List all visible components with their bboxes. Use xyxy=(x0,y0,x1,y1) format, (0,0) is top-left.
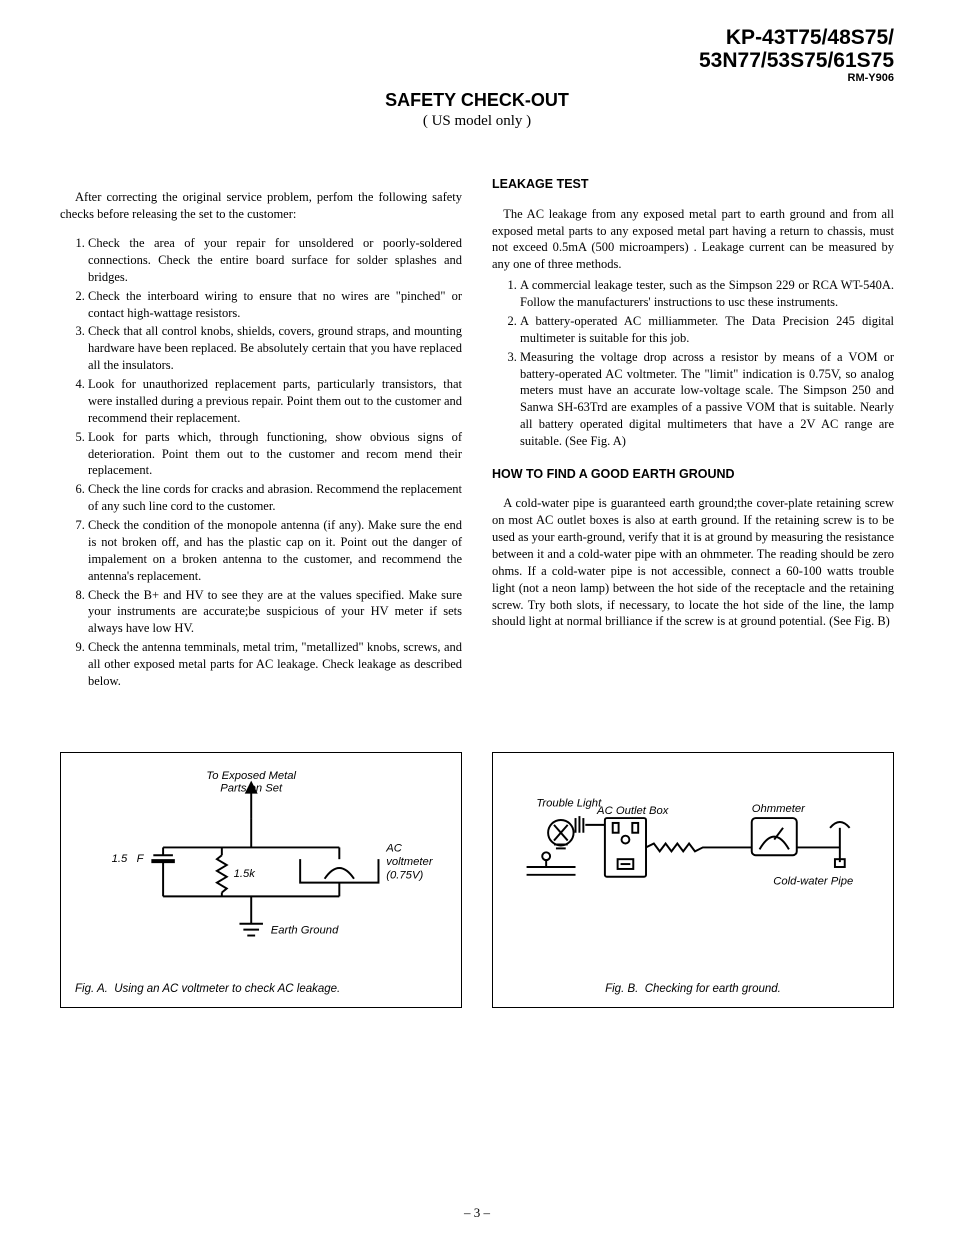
figa-top-label-2: Parts on Set xyxy=(220,782,283,794)
intro-paragraph: After correcting the original service pr… xyxy=(60,189,462,223)
figb-pipe-label: Cold-water Pipe xyxy=(773,875,853,887)
page-title: SAFETY CHECK-OUT xyxy=(60,90,894,111)
leakage-heading: LEAKAGE TEST xyxy=(492,176,894,193)
document-page: KP-43T75/48S75/ 53N77/53S75/61S75 RM-Y90… xyxy=(0,0,954,1235)
figb-trouble-label: Trouble Light xyxy=(536,797,602,809)
list-item: Look for parts which, through functionin… xyxy=(88,429,462,480)
list-item: Measuring the voltage drop across a resi… xyxy=(520,349,894,450)
figure-a-caption: Fig. A. Using an AC voltmeter to check A… xyxy=(75,983,447,995)
list-item: Check the line cords for cracks and abra… xyxy=(88,481,462,515)
figa-res-label: 1.5k xyxy=(234,868,257,880)
ground-heading: HOW TO FIND A GOOD EARTH GROUND xyxy=(492,466,894,483)
list-item: Check the area of your repair for unsold… xyxy=(88,235,462,286)
list-item: A commercial leakage tester, such as the… xyxy=(520,277,894,311)
page-subtitle: ( US model only ) xyxy=(60,113,894,130)
leakage-paragraph: The AC leakage from any exposed metal pa… xyxy=(492,206,894,274)
list-item: A battery-operated AC milliammeter. The … xyxy=(520,313,894,347)
figa-top-label-1: To Exposed Metal xyxy=(206,770,296,782)
list-item: Check the antenna temminals, metal trim,… xyxy=(88,639,462,690)
model-line-1: KP-43T75/48S75/ xyxy=(60,26,894,49)
figure-a-diagram: To Exposed Metal Parts on Set 1.5 F 1.5k… xyxy=(75,767,447,967)
figa-volt-2: voltmeter xyxy=(386,856,434,868)
list-item: Check the interboard wiring to ensure th… xyxy=(88,288,462,322)
safety-check-list: Check the area of your repair for unsold… xyxy=(60,235,462,690)
figures-row: To Exposed Metal Parts on Set 1.5 F 1.5k… xyxy=(60,752,894,1008)
two-column-body: After correcting the original service pr… xyxy=(60,176,894,692)
figa-volt-3: (0.75V) xyxy=(386,870,423,882)
ground-paragraph: A cold-water pipe is guaranteed earth gr… xyxy=(492,495,894,630)
figa-cap-label: 1.5 F xyxy=(112,853,145,865)
list-item: Check that all control knobs, shields, c… xyxy=(88,323,462,374)
page-number: – 3 – xyxy=(0,1205,954,1221)
list-item: Look for unauthorized replacement parts,… xyxy=(88,376,462,427)
figure-a-box: To Exposed Metal Parts on Set 1.5 F 1.5k… xyxy=(60,752,462,1008)
header-model-block: KP-43T75/48S75/ 53N77/53S75/61S75 RM-Y90… xyxy=(60,26,894,84)
right-column: LEAKAGE TEST The AC leakage from any exp… xyxy=(492,176,894,692)
list-item: Check the B+ and HV to see they are at t… xyxy=(88,587,462,638)
figb-outlet-label: AC Outlet Box xyxy=(596,805,669,817)
figa-ground-label: Earth Ground xyxy=(271,924,339,936)
left-column: After correcting the original service pr… xyxy=(60,176,462,692)
list-item: Check the condition of the monopole ante… xyxy=(88,517,462,585)
model-line-2: 53N77/53S75/61S75 xyxy=(60,49,894,72)
figure-b-diagram: Trouble Light AC Outlet Box Ohmmeter Col… xyxy=(507,767,879,967)
leakage-methods-list: A commercial leakage tester, such as the… xyxy=(492,277,894,450)
remote-code: RM-Y906 xyxy=(60,72,894,84)
figa-volt-1: AC xyxy=(385,842,403,854)
figure-b-caption: Fig. B. Checking for earth ground. xyxy=(507,983,879,995)
figb-ohm-label: Ohmmeter xyxy=(752,803,806,815)
figure-b-box: Trouble Light AC Outlet Box Ohmmeter Col… xyxy=(492,752,894,1008)
